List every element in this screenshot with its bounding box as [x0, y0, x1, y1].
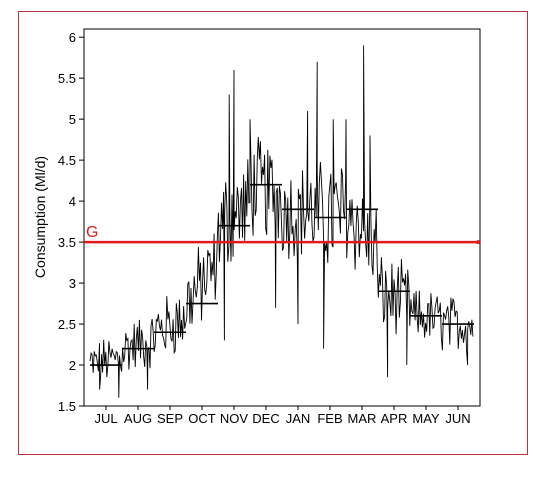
x-tick-label: FEB [317, 411, 342, 426]
daily-consumption-line [89, 45, 474, 398]
x-tick-label: DEC [252, 411, 279, 426]
y-tick-label: 6 [69, 30, 76, 45]
x-tick-label: JUN [445, 411, 470, 426]
y-tick-label: 5.5 [58, 71, 76, 86]
reference-line-label: G [86, 224, 98, 241]
y-axis: 1.5 2 2.5 3 3.5 4 4.5 5 5.5 6 [58, 30, 84, 414]
y-tick-label: 3.5 [58, 235, 76, 250]
x-tick-label: APR [381, 411, 408, 426]
y-tick-label: 4 [69, 194, 76, 209]
y-tick-label: 1.5 [58, 399, 76, 414]
daily-consumption-series [89, 45, 474, 398]
y-tick-label: 5 [69, 112, 76, 127]
x-tick-label: MAR [348, 411, 377, 426]
reference-line-group: G [84, 224, 480, 245]
x-tick-label: SEP [157, 411, 183, 426]
x-tick-label: MAY [412, 411, 440, 426]
x-tick-label: JAN [286, 411, 311, 426]
x-tick-label: AUG [124, 411, 152, 426]
y-axis-title: Consumption (Ml/d) [32, 156, 48, 278]
chart-frame [18, 11, 528, 455]
reference-line-end [476, 240, 480, 245]
y-tick-label: 4.5 [58, 153, 76, 168]
y-tick-label: 2 [69, 358, 76, 373]
x-tick-label: OCT [188, 411, 216, 426]
plot-area [83, 28, 481, 407]
x-tick-label: JUL [94, 411, 117, 426]
y-tick-label: 3 [69, 276, 76, 291]
x-tick-label: NOV [220, 411, 249, 426]
y-tick-label: 2.5 [58, 317, 76, 332]
monthly-mean-series [90, 183, 474, 366]
x-axis: JUL AUG SEP OCT NOV DEC JAN FEB MAR APR MAY JUN [94, 406, 471, 426]
